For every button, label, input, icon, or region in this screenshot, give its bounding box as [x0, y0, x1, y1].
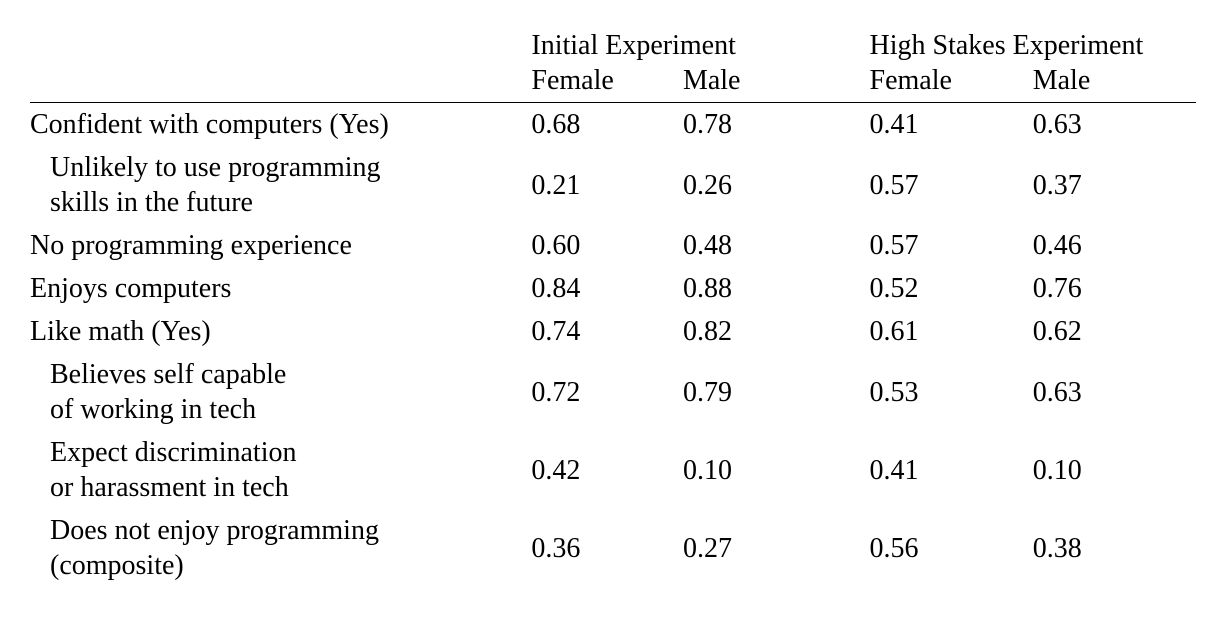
row-label: Like math (Yes): [30, 310, 531, 353]
cell-value: 0.62: [1033, 310, 1196, 353]
row-label-line: Does not enjoy programming: [50, 515, 379, 546]
row-label-line: or harassment in tech: [50, 472, 289, 503]
cell-value: 0.10: [1033, 431, 1196, 509]
cell-value: 0.57: [870, 146, 1033, 224]
header-experiment-initial: Initial Experiment: [531, 28, 869, 63]
cell-value: 0.27: [683, 509, 870, 587]
header-initial-male: Male: [683, 63, 870, 103]
header-blank-2: [30, 63, 531, 103]
cell-value: 0.60: [531, 224, 683, 267]
row-label: Unlikely to use programming skills in the…: [30, 146, 531, 224]
cell-value: 0.26: [683, 146, 870, 224]
row-label-line: (composite): [50, 550, 184, 581]
row-label: Believes self capable of working in tech: [30, 353, 531, 431]
table-row: Enjoys computers 0.840.880.520.76: [30, 267, 1196, 310]
cell-value: 0.46: [1033, 224, 1196, 267]
cell-value: 0.56: [870, 509, 1033, 587]
header-blank: [30, 28, 531, 63]
header-experiment-highstakes: High Stakes Experiment: [870, 28, 1197, 63]
table-row: No programming experience 0.600.480.570.4…: [30, 224, 1196, 267]
row-label: Enjoys computers: [30, 267, 531, 310]
header-high-female: Female: [870, 63, 1033, 103]
cell-value: 0.72: [531, 353, 683, 431]
row-label-line: Enjoys computers: [30, 273, 231, 304]
cell-value: 0.48: [683, 224, 870, 267]
cell-value: 0.38: [1033, 509, 1196, 587]
cell-value: 0.68: [531, 103, 683, 147]
table-row: Unlikely to use programming skills in the…: [30, 146, 1196, 224]
row-label-line: No programming experience: [30, 230, 352, 261]
cell-value: 0.10: [683, 431, 870, 509]
cell-value: 0.36: [531, 509, 683, 587]
row-label-line: Expect discrimination: [50, 437, 297, 468]
table-row: Does not enjoy programming (composite) 0.3…: [30, 509, 1196, 587]
row-label-line: of working in tech: [50, 394, 256, 425]
row-label-line: skills in the future: [50, 187, 253, 218]
row-label-line: Believes self capable: [50, 359, 286, 390]
survey-table: Initial Experiment High Stakes Experimen…: [30, 28, 1196, 587]
cell-value: 0.63: [1033, 353, 1196, 431]
survey-table-container: Initial Experiment High Stakes Experimen…: [0, 0, 1226, 587]
cell-value: 0.52: [870, 267, 1033, 310]
row-label: Does not enjoy programming (composite): [30, 509, 531, 587]
row-label: No programming experience: [30, 224, 531, 267]
header-initial-female: Female: [531, 63, 683, 103]
row-label: Expect discrimination or harassment in te…: [30, 431, 531, 509]
cell-value: 0.21: [531, 146, 683, 224]
table-body: Confident with computers (Yes)0.680.780.…: [30, 103, 1196, 588]
table-row: Expect discrimination or harassment in te…: [30, 431, 1196, 509]
cell-value: 0.42: [531, 431, 683, 509]
cell-value: 0.37: [1033, 146, 1196, 224]
cell-value: 0.88: [683, 267, 870, 310]
row-label-line: Like math (Yes): [30, 316, 211, 347]
cell-value: 0.61: [870, 310, 1033, 353]
row-label-line: Confident with computers (Yes): [30, 109, 389, 140]
cell-value: 0.41: [870, 103, 1033, 147]
table-row: Believes self capable of working in tech 0…: [30, 353, 1196, 431]
header-high-male: Male: [1033, 63, 1196, 103]
table-row: Confident with computers (Yes)0.680.780.…: [30, 103, 1196, 147]
table-row: Like math (Yes) 0.740.820.610.62: [30, 310, 1196, 353]
cell-value: 0.76: [1033, 267, 1196, 310]
cell-value: 0.84: [531, 267, 683, 310]
cell-value: 0.82: [683, 310, 870, 353]
cell-value: 0.63: [1033, 103, 1196, 147]
row-label-line: Unlikely to use programming: [50, 152, 381, 183]
cell-value: 0.74: [531, 310, 683, 353]
cell-value: 0.53: [870, 353, 1033, 431]
row-label: Confident with computers (Yes): [30, 103, 531, 147]
cell-value: 0.79: [683, 353, 870, 431]
table-header: Initial Experiment High Stakes Experimen…: [30, 28, 1196, 103]
cell-value: 0.57: [870, 224, 1033, 267]
cell-value: 0.41: [870, 431, 1033, 509]
cell-value: 0.78: [683, 103, 870, 147]
